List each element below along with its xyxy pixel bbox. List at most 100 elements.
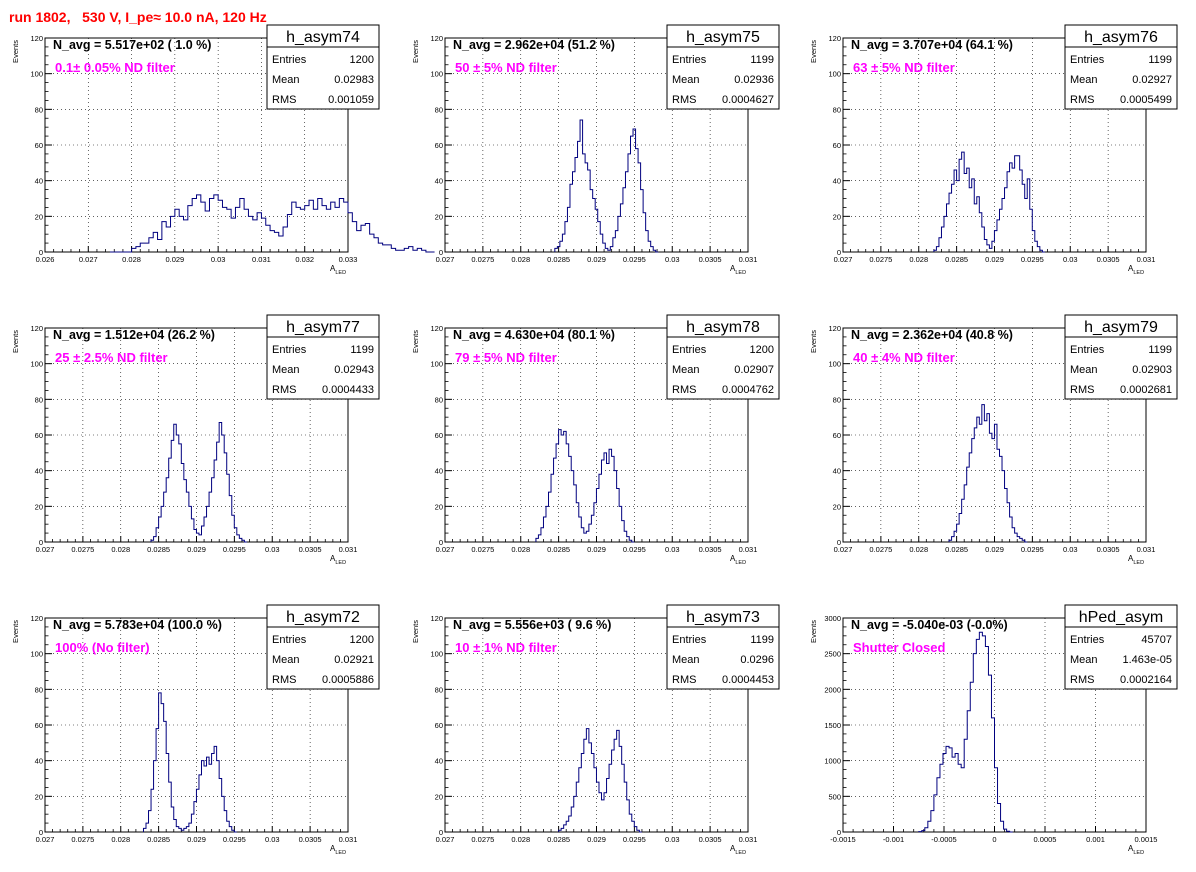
stats-value: 0.0005499 xyxy=(1120,94,1172,106)
y-tick-label: 120 xyxy=(828,34,841,43)
stats-key: RMS xyxy=(1070,94,1094,106)
y-axis-label: Events xyxy=(11,620,20,643)
x-tick-label: 0.03 xyxy=(265,835,280,844)
histogram-panel-h_asym77: 0.027 0.0275 0.028 0.0285 0.029 0.0295 0.03 0.0… xyxy=(11,314,380,566)
y-tick-label: 40 xyxy=(35,467,43,476)
stats-box-frame xyxy=(666,24,780,110)
stats-box-frame xyxy=(1064,314,1178,400)
n-avg-label: N_avg = 1.512e+04 (26.2 %) xyxy=(53,328,215,342)
stats-box-frame xyxy=(266,604,380,690)
x-tick-label: 0.029 xyxy=(985,255,1004,264)
x-tick-label: 0.029 xyxy=(187,835,206,844)
y-axis-label: Events xyxy=(809,40,818,63)
histogram-panel-h_asym72: 0.027 0.0275 0.028 0.0285 0.029 0.0295 0.03 0.0… xyxy=(11,604,380,856)
y-tick-label: 20 xyxy=(35,792,43,801)
x-tick-label: 0.0305 xyxy=(699,835,722,844)
stats-value: 1199 xyxy=(350,344,374,356)
x-axis-label: ALED xyxy=(730,554,746,566)
x-tick-label: 0.0285 xyxy=(147,835,170,844)
y-tick-label: 0 xyxy=(837,248,841,257)
y-tick-label: 60 xyxy=(35,721,43,730)
stats-key: Mean xyxy=(672,74,700,86)
x-tick-label: 0.029 xyxy=(187,545,206,554)
stats-key: RMS xyxy=(272,674,296,686)
n-avg-label: N_avg = 2.362e+04 (40.8 %) xyxy=(851,328,1013,342)
y-tick-label: 20 xyxy=(35,212,43,221)
x-tick-label: 0.027 xyxy=(436,545,455,554)
x-tick-label: 0.027 xyxy=(436,835,455,844)
x-tick-label: 0.031 xyxy=(739,255,758,264)
x-tick-label: 0.029 xyxy=(587,255,606,264)
stats-value: 1199 xyxy=(1148,54,1172,66)
stats-value: 0.02921 xyxy=(334,654,374,666)
stats-key: RMS xyxy=(672,94,696,106)
x-tick-label: 0.027 xyxy=(36,545,55,554)
y-tick-label: 120 xyxy=(828,324,841,333)
x-axis-label: ALED xyxy=(1128,844,1144,856)
y-tick-label: 20 xyxy=(435,792,443,801)
x-tick-label: -0.0005 xyxy=(931,835,956,844)
y-tick-label: 80 xyxy=(435,105,443,114)
histogram-panel-h_asym79: 0.027 0.0275 0.028 0.0285 0.029 0.0295 0.03 0.0… xyxy=(809,314,1178,566)
histogram-series xyxy=(142,692,237,833)
histogram-panel-hPed_asym: -0.0015 -0.001 -0.0005 0 0.0005 0.001 0.0015 0 5… xyxy=(809,604,1178,856)
x-tick-label: 0.0295 xyxy=(1021,255,1044,264)
y-tick-label: 0 xyxy=(439,538,443,547)
x-axis-label: ALED xyxy=(1128,554,1144,566)
stats-value: 45707 xyxy=(1141,634,1172,646)
stats-box: h_asym79 Entries 1199 Mean 0.02903 RMS 0.00026… xyxy=(1064,314,1178,400)
filter-label: 10 ± 1% ND filter xyxy=(455,640,557,655)
stats-value: 0.0004453 xyxy=(722,674,774,686)
stats-value: 0.0005886 xyxy=(322,674,374,686)
x-tick-label: 0.028 xyxy=(909,545,928,554)
y-tick-label: 80 xyxy=(833,105,841,114)
y-tick-label: 100 xyxy=(828,70,841,79)
y-tick-label: 80 xyxy=(435,395,443,404)
histogram-panel-h_asym74: 0.026 0.027 0.028 0.029 0.03 0.031 0.032 0.033 0… xyxy=(11,24,435,276)
stats-key: Entries xyxy=(1070,54,1105,66)
x-tick-label: 0.0275 xyxy=(471,835,494,844)
x-tick-label: 0.029 xyxy=(587,545,606,554)
stats-key: RMS xyxy=(272,94,296,106)
n-avg-label: N_avg = 4.630e+04 (80.1 %) xyxy=(453,328,615,342)
stats-value: 0.0004762 xyxy=(722,384,774,396)
x-tick-label: 0.0295 xyxy=(623,835,646,844)
y-tick-label: 100 xyxy=(828,360,841,369)
y-tick-label: 0 xyxy=(439,828,443,837)
stats-key: Mean xyxy=(672,364,700,376)
x-tick-label: 0.0295 xyxy=(223,835,246,844)
x-tick-label: 0.027 xyxy=(79,255,98,264)
stats-key: Entries xyxy=(672,344,707,356)
stats-key: RMS xyxy=(1070,384,1094,396)
stats-value: 1199 xyxy=(1148,344,1172,356)
y-tick-label: 120 xyxy=(30,614,43,623)
stats-key: Mean xyxy=(672,654,700,666)
x-tick-label: 0.03 xyxy=(665,835,680,844)
x-axis-label: ALED xyxy=(330,264,346,276)
stats-value: 1199 xyxy=(750,54,774,66)
y-axis-label: Events xyxy=(809,620,818,643)
x-tick-label: -0.001 xyxy=(883,835,904,844)
histogram-series xyxy=(109,194,435,253)
x-tick-label: 0.0285 xyxy=(147,545,170,554)
stats-key: RMS xyxy=(272,384,296,396)
stats-value: 0.001059 xyxy=(328,94,374,106)
x-tick-label: 0.0295 xyxy=(223,545,246,554)
y-tick-label: 0 xyxy=(39,538,43,547)
x-tick-label: 0.029 xyxy=(985,545,1004,554)
x-tick-label: 0.0305 xyxy=(1097,255,1120,264)
stats-box-frame xyxy=(1064,604,1178,690)
histogram-series xyxy=(933,151,1045,253)
stats-key: RMS xyxy=(672,384,696,396)
y-tick-label: 120 xyxy=(30,34,43,43)
y-tick-label: 60 xyxy=(35,431,43,440)
x-tick-label: 0 xyxy=(992,835,996,844)
stats-box: h_asym78 Entries 1200 Mean 0.02907 RMS 0.00047… xyxy=(666,314,780,400)
x-axis-label: ALED xyxy=(1128,264,1144,276)
y-tick-label: 80 xyxy=(35,685,43,694)
stats-key: Entries xyxy=(272,634,307,646)
stats-value: 1200 xyxy=(350,634,374,646)
y-axis-label: Events xyxy=(11,330,20,353)
x-tick-label: 0.028 xyxy=(511,835,530,844)
